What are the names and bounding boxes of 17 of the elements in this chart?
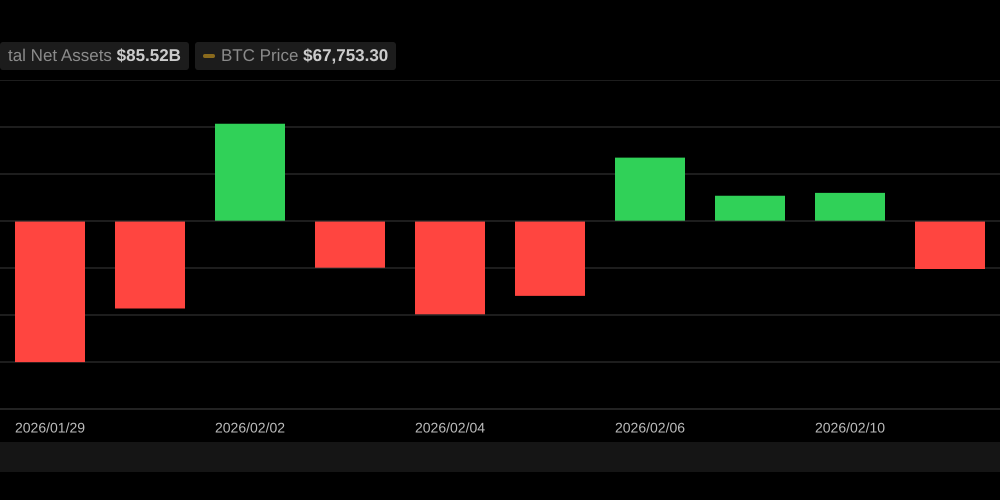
bar	[915, 222, 985, 270]
bar	[515, 222, 585, 296]
text: tal Net Assets $85.52B	[8, 46, 181, 66]
x-tick-label: 2026/02/04	[414, 419, 486, 436]
x-tick-label: 2026/02/06	[614, 419, 686, 436]
bar	[115, 222, 185, 309]
text: BTC Price $67,753.30	[220, 46, 388, 66]
bar	[815, 192, 885, 221]
bar	[415, 222, 485, 314]
bar	[615, 158, 685, 221]
x-tick-label: 2026/02/10	[814, 419, 886, 436]
bar	[15, 222, 85, 362]
x-tick-label: 2026/02/02	[214, 419, 286, 436]
bar	[715, 196, 785, 221]
bar	[315, 222, 385, 268]
x-tick-label: 2026/01/29	[14, 419, 86, 436]
bar	[215, 124, 285, 221]
